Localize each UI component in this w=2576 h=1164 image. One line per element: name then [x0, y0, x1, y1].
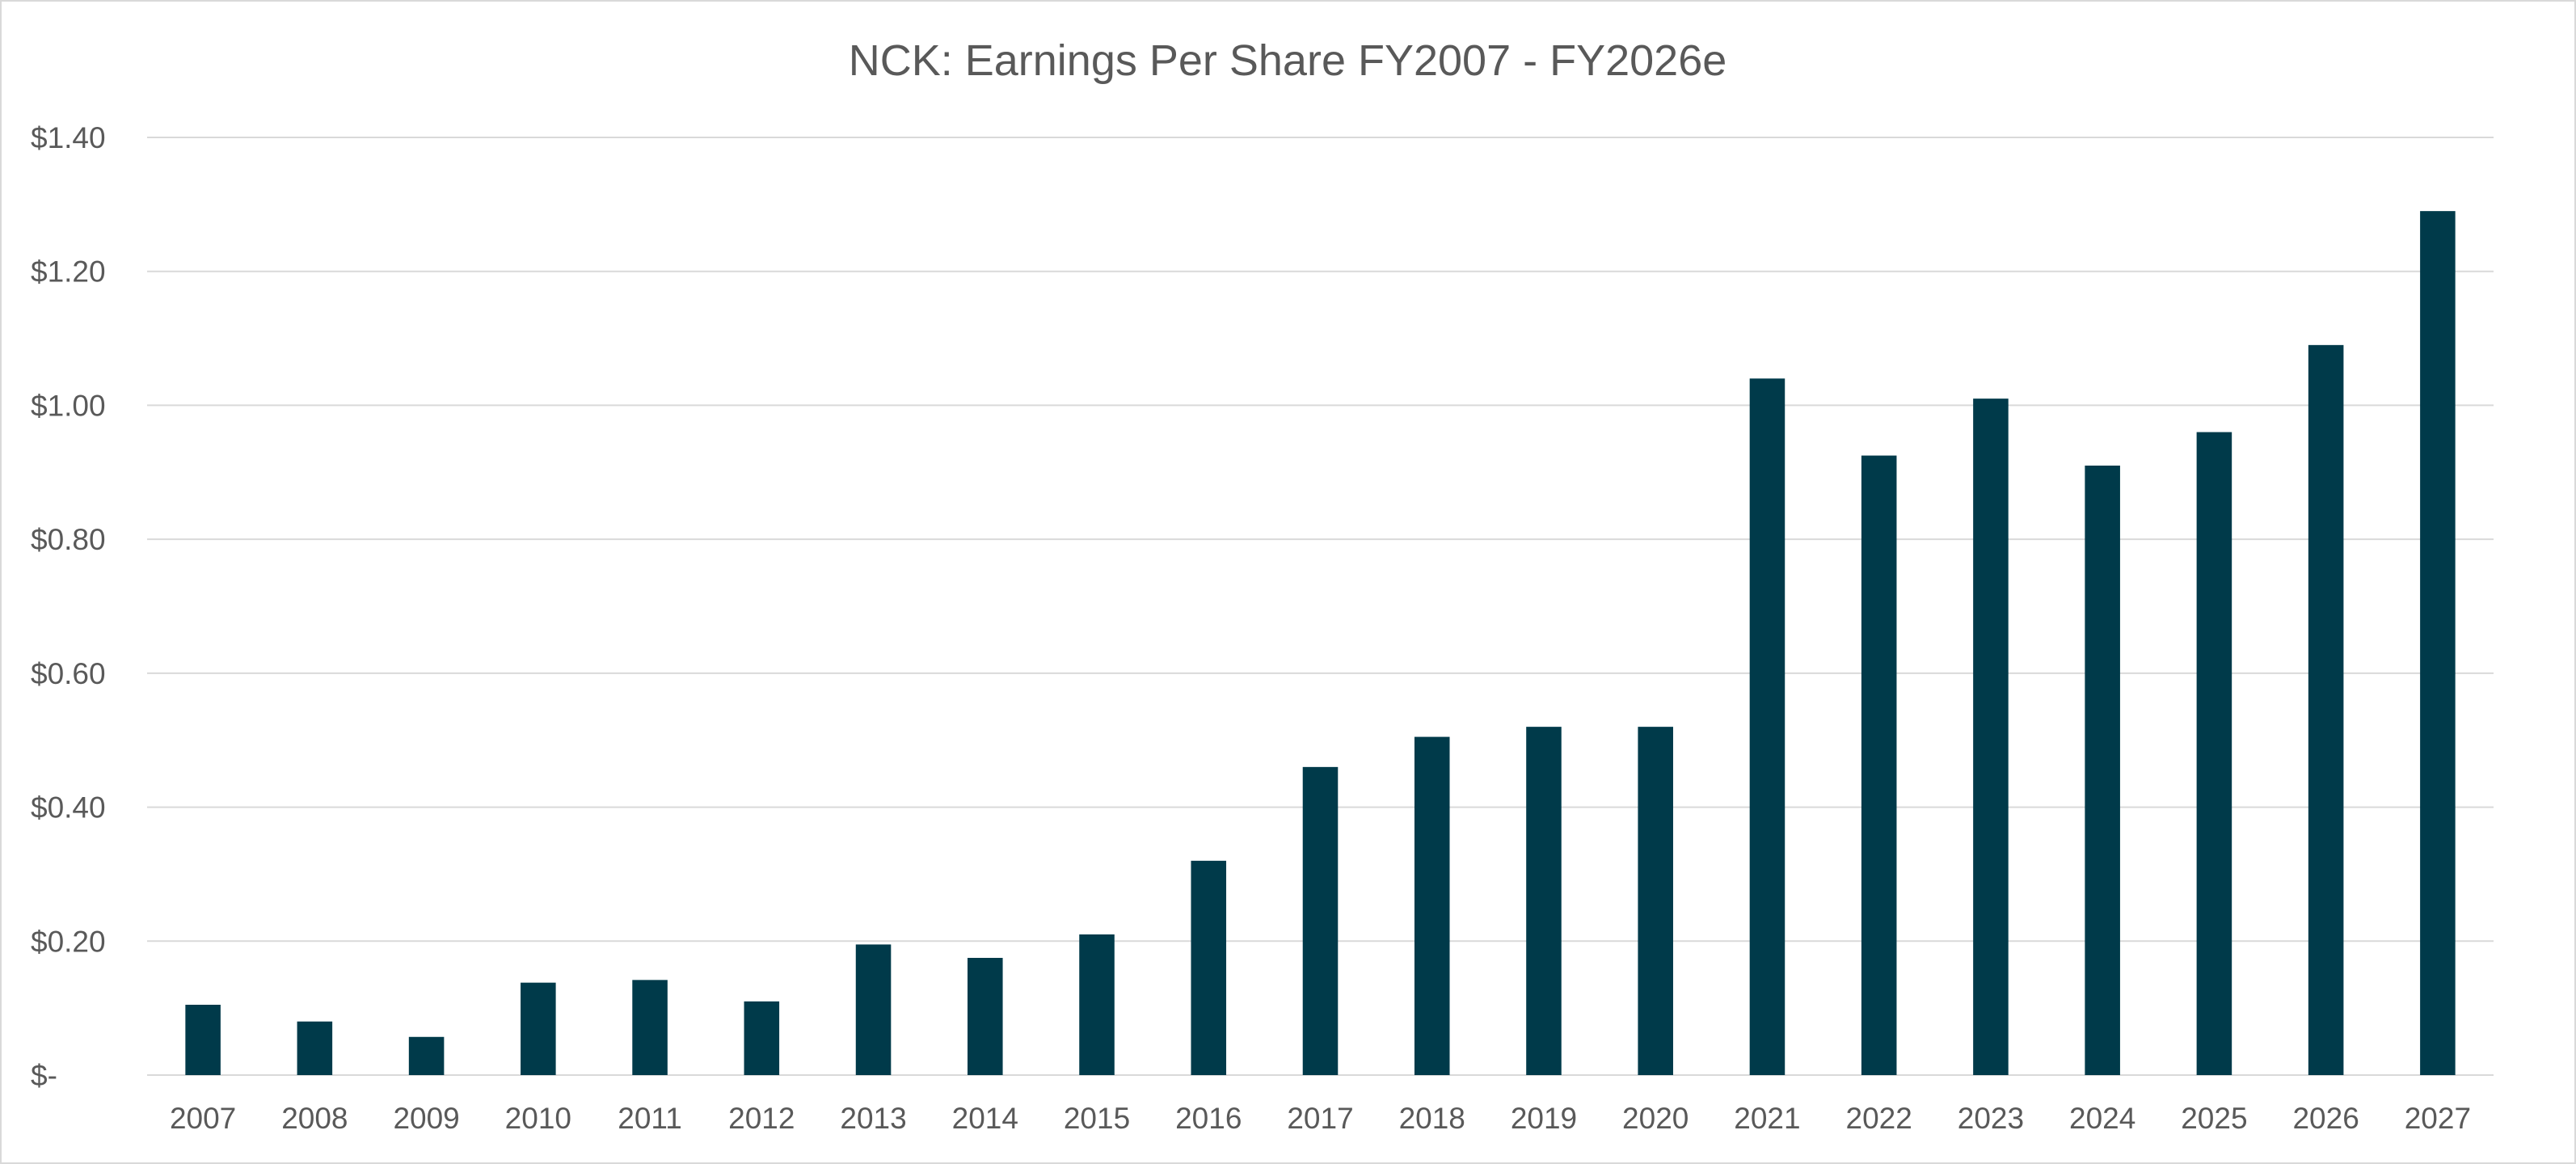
bar-2017 [1302, 766, 1339, 1075]
bar-2021 [1749, 378, 1785, 1075]
bar-2018 [1414, 736, 1450, 1075]
bar-2022 [1861, 455, 1897, 1075]
bar-2025 [2196, 432, 2232, 1075]
y-tick-label: $0.60 [31, 657, 106, 690]
bar-2026 [2308, 344, 2344, 1075]
x-tick-label: 2021 [1734, 1102, 1800, 1135]
x-tick-label: 2017 [1287, 1102, 1353, 1135]
y-axis-ticks: $- $0.20 $0.40 $0.60 $0.80 $1.00 $1.20 $1.40 [31, 121, 106, 1092]
y-tick-label: $0.40 [31, 791, 106, 824]
x-tick-label: 2018 [1399, 1102, 1465, 1135]
bar-2016 [1191, 860, 1227, 1075]
bar-2015 [1079, 934, 1115, 1075]
x-tick-label: 2007 [170, 1102, 236, 1135]
bar-2027 [2420, 211, 2456, 1076]
bar-2014 [968, 958, 1003, 1075]
x-tick-label: 2008 [281, 1102, 348, 1135]
bar-2007 [185, 1005, 221, 1075]
x-tick-label: 2010 [505, 1102, 571, 1135]
x-tick-label: 2023 [1958, 1102, 2024, 1135]
x-tick-label: 2012 [728, 1102, 795, 1135]
x-tick-label: 2025 [2181, 1102, 2247, 1135]
y-tick-label: $1.20 [31, 255, 106, 289]
x-axis-ticks: 2007 2008 2009 2010 2011 2012 2013 2014 2015 2016… [170, 1102, 2471, 1135]
x-tick-label: 2009 [393, 1102, 459, 1135]
x-tick-label: 2027 [2405, 1102, 2471, 1135]
x-tick-label: 2022 [1846, 1102, 1912, 1135]
bar-2012 [744, 1001, 780, 1075]
x-tick-label: 2011 [618, 1102, 682, 1135]
bar-2020 [1638, 727, 1673, 1075]
bar-2024 [2085, 466, 2120, 1075]
bar-2008 [297, 1021, 333, 1075]
bar-2011 [632, 980, 668, 1075]
x-tick-label: 2016 [1175, 1102, 1242, 1135]
x-tick-label: 2013 [840, 1102, 906, 1135]
x-tick-label: 2015 [1064, 1102, 1130, 1135]
x-tick-label: 2014 [952, 1102, 1018, 1135]
bar-2023 [1973, 399, 2009, 1076]
bar-2013 [855, 944, 892, 1075]
chart-title: NCK: Earnings Per Share FY2007 - FY2026e [849, 36, 1727, 85]
x-tick-label: 2024 [2069, 1102, 2135, 1135]
y-tick-label: $1.40 [31, 121, 106, 154]
y-tick-label: $0.20 [31, 925, 106, 958]
bar-2009 [408, 1036, 445, 1075]
x-tick-label: 2026 [2292, 1102, 2359, 1135]
x-tick-label: 2020 [1622, 1102, 1689, 1135]
x-tick-label: 2019 [1511, 1102, 1577, 1135]
bars [185, 211, 2456, 1076]
y-tick-label: $0.80 [31, 523, 106, 556]
y-tick-label: $- [31, 1059, 57, 1092]
y-tick-label: $1.00 [31, 389, 106, 422]
bar-2019 [1526, 727, 1562, 1075]
bar-2010 [521, 982, 556, 1075]
